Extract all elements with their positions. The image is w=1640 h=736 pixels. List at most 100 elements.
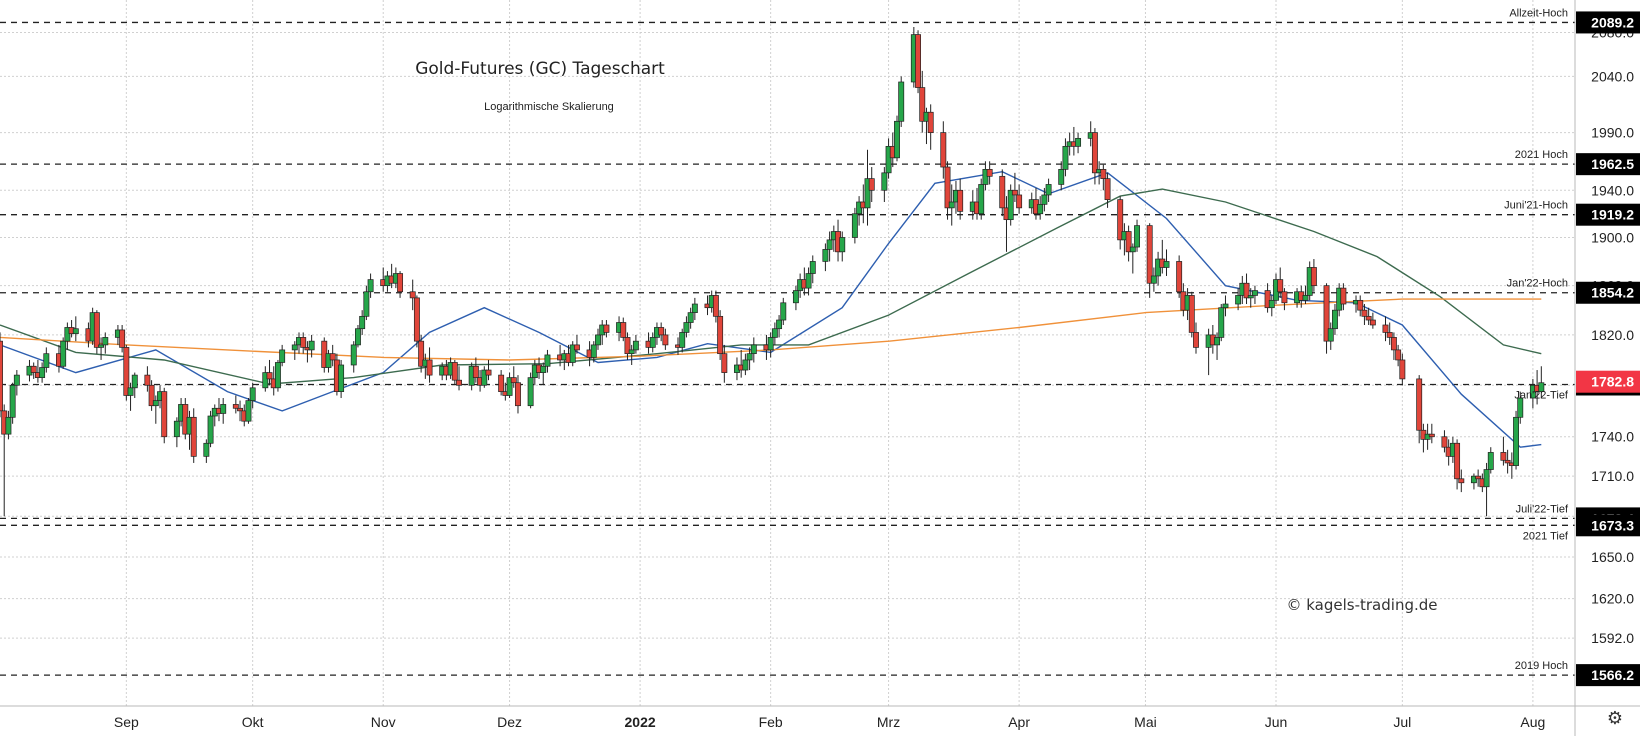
- candle-body: [515, 382, 521, 407]
- candle-body: [472, 365, 479, 378]
- candle-body: [982, 169, 989, 185]
- candle-body: [1441, 436, 1448, 448]
- ma50-line: [0, 188, 1542, 385]
- price-badge: [1576, 11, 1640, 34]
- candle-body: [72, 328, 79, 335]
- candle-body: [1538, 382, 1545, 392]
- x-tick-label: 2022: [625, 714, 656, 730]
- candle-body: [679, 332, 686, 348]
- candle-body: [1011, 189, 1018, 196]
- price-badge-label: 2089.2: [1591, 14, 1634, 30]
- candle-body: [1487, 452, 1494, 470]
- candle-body: [1310, 267, 1317, 287]
- candle-body: [662, 334, 669, 346]
- candle-body: [274, 362, 281, 389]
- y-tick-label: 1620.0: [1591, 591, 1634, 607]
- candle-body: [350, 344, 357, 366]
- level-label: Juni'21-Hoch: [1504, 200, 1568, 212]
- candle-body: [822, 249, 829, 262]
- candle-body: [1386, 332, 1393, 338]
- candle-body: [1470, 475, 1477, 484]
- candle-body: [30, 365, 37, 373]
- candle-body: [1475, 475, 1482, 480]
- price-badge-label: 1854.2: [1591, 285, 1634, 301]
- candle-body: [1504, 459, 1511, 464]
- candle-body: [249, 387, 256, 401]
- candle-body: [1062, 145, 1069, 170]
- candle-body: [485, 369, 492, 376]
- candle-body: [456, 379, 462, 386]
- x-tick-label: Mrz: [877, 714, 900, 730]
- x-tick-label: Apr: [1008, 714, 1030, 730]
- candle-body: [978, 184, 985, 215]
- candle-body: [161, 391, 168, 438]
- candle-body: [510, 377, 517, 384]
- candle-body: [717, 315, 724, 355]
- price-badge: [1576, 664, 1640, 687]
- candle-body: [232, 404, 239, 409]
- x-tick-label: Jul: [1393, 714, 1411, 730]
- candle-body: [569, 344, 576, 363]
- y-tick-label: 1820.0: [1591, 327, 1634, 343]
- y-tick-label: 1650.0: [1591, 549, 1634, 565]
- candle-body: [1483, 469, 1490, 488]
- x-axis: Sep Okt Nov Dez 2022 Feb Mrz Apr Mai Jun Jul Aug: [114, 714, 1545, 730]
- candle-body: [325, 353, 332, 368]
- candle-body: [93, 312, 100, 348]
- candle-body: [915, 34, 921, 88]
- candle-body: [359, 315, 366, 330]
- chart-settings-gear-icon[interactable]: ⚙: [1606, 708, 1624, 729]
- candle-body: [123, 347, 130, 396]
- candle-body: [245, 400, 252, 422]
- candle-body: [1361, 309, 1368, 317]
- candle-body: [1302, 295, 1309, 301]
- candle-body: [60, 340, 67, 367]
- candle-body: [266, 372, 273, 380]
- candle-body: [894, 120, 900, 159]
- candle-body: [1357, 299, 1364, 311]
- candle-body: [628, 349, 635, 355]
- candle-body: [1369, 319, 1376, 326]
- candle-body: [338, 364, 345, 392]
- x-tick-label: Okt: [242, 714, 264, 730]
- candle-body: [776, 319, 783, 330]
- candle-body: [1243, 282, 1250, 299]
- candle-body: [0, 340, 3, 412]
- candle-body: [308, 340, 315, 351]
- candle-body: [683, 322, 690, 333]
- candle-body: [805, 273, 812, 289]
- level-label: Jan'22-Hoch: [1507, 278, 1568, 290]
- chart-subtitle: Logarithmische Skalierung: [484, 101, 614, 113]
- candle-body: [767, 337, 774, 351]
- candle-body: [1041, 194, 1048, 205]
- candle-body: [1365, 315, 1372, 321]
- candle-body: [1188, 295, 1195, 333]
- candle-body: [1134, 225, 1140, 248]
- candle-body: [152, 400, 159, 407]
- candle-body: [1117, 199, 1124, 241]
- candle-body: [948, 201, 955, 209]
- candle-body: [771, 328, 778, 338]
- candle-body: [1517, 397, 1524, 418]
- candle-body: [940, 132, 947, 168]
- candle-body: [999, 175, 1006, 209]
- candle-body: [1416, 378, 1423, 431]
- candle-body: [1222, 303, 1229, 309]
- candle-body: [809, 261, 816, 274]
- price-badge: [1576, 281, 1640, 304]
- candle-body: [1214, 337, 1220, 346]
- candle-body: [687, 312, 694, 323]
- candle-body: [1251, 290, 1258, 296]
- candle-body: [481, 369, 488, 386]
- candle-body: [792, 290, 799, 304]
- candle-body: [329, 353, 336, 361]
- y-tick-label: 1940.0: [1591, 182, 1634, 198]
- candle-body: [39, 367, 46, 378]
- candle-body: [9, 384, 16, 418]
- candle-body: [649, 337, 656, 348]
- candle-body: [1176, 261, 1183, 293]
- candle-body: [203, 442, 210, 457]
- candle-body: [1332, 309, 1338, 330]
- candle-body: [1193, 332, 1199, 348]
- candle-body: [750, 344, 757, 355]
